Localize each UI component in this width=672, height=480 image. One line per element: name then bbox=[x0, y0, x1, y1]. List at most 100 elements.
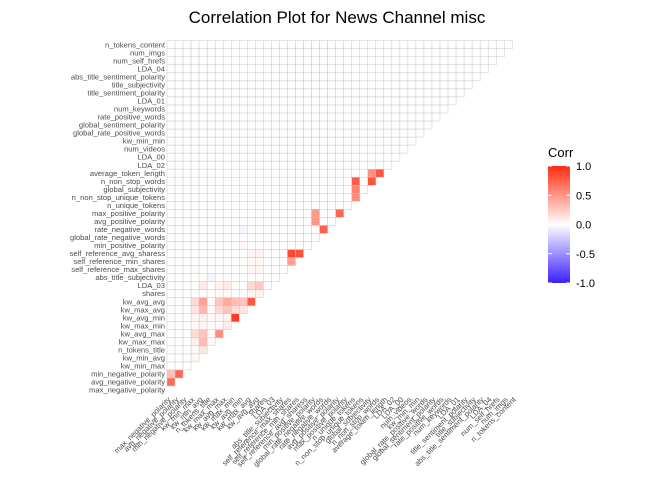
heatmap-cell bbox=[222, 104, 232, 114]
heatmap-cell bbox=[247, 257, 256, 266]
heatmap-grid bbox=[166, 40, 513, 387]
heatmap-cell bbox=[222, 80, 232, 90]
heatmap-cell bbox=[222, 152, 232, 162]
heatmap-cell bbox=[239, 120, 248, 130]
heatmap-cell bbox=[247, 120, 256, 130]
heatmap-cell bbox=[239, 168, 248, 178]
heatmap-cell bbox=[271, 160, 280, 170]
heatmap-cell bbox=[383, 144, 393, 154]
heatmap-cell bbox=[295, 72, 304, 82]
y-tick-label: abs_title_sentiment_polarity bbox=[71, 72, 165, 81]
heatmap-cell bbox=[407, 64, 417, 74]
heatmap-cell bbox=[247, 80, 256, 90]
heatmap-cell bbox=[351, 168, 360, 178]
y-axis-labels: max_negative_polarityavg_negative_polari… bbox=[70, 40, 166, 394]
heatmap-cell bbox=[399, 104, 409, 114]
heatmap-cell bbox=[263, 273, 272, 282]
heatmap-cell bbox=[222, 281, 232, 290]
heatmap-cell bbox=[255, 241, 264, 250]
heatmap-cell bbox=[182, 136, 192, 146]
heatmap-cell bbox=[423, 80, 433, 90]
heatmap-cell bbox=[174, 56, 184, 66]
y-tick-label: kw_avg_avg bbox=[123, 297, 165, 306]
heatmap-cell bbox=[247, 281, 256, 290]
heatmap-cell bbox=[271, 257, 280, 266]
heatmap-cell bbox=[431, 104, 441, 114]
heatmap-cell bbox=[367, 96, 377, 106]
heatmap-cell bbox=[359, 96, 369, 106]
heatmap-cell bbox=[174, 72, 184, 82]
heatmap-cell bbox=[343, 144, 352, 154]
heatmap-cell bbox=[303, 48, 312, 57]
heatmap-cell bbox=[166, 345, 176, 355]
y-tick-label: average_token_length bbox=[90, 169, 165, 178]
heatmap-cell bbox=[214, 104, 224, 114]
heatmap-cell bbox=[255, 104, 264, 114]
heatmap-cell bbox=[303, 209, 312, 218]
heatmap-cell bbox=[206, 64, 216, 74]
heatmap-cell bbox=[166, 160, 176, 170]
heatmap-cell bbox=[166, 168, 176, 178]
heatmap-cell bbox=[255, 265, 264, 274]
heatmap-cell bbox=[166, 144, 176, 154]
heatmap-cell bbox=[239, 112, 248, 122]
heatmap-cell bbox=[239, 201, 248, 210]
heatmap-cell bbox=[255, 136, 264, 146]
heatmap-cell bbox=[174, 353, 184, 363]
heatmap-cell bbox=[182, 265, 192, 274]
heatmap-cell bbox=[190, 88, 200, 98]
heatmap-cell bbox=[359, 120, 369, 130]
heatmap-cell bbox=[222, 88, 232, 98]
heatmap-cell bbox=[198, 321, 208, 331]
heatmap-cell bbox=[463, 56, 473, 66]
heatmap-cell bbox=[222, 144, 232, 154]
heatmap-cell bbox=[214, 152, 224, 162]
heatmap-cell bbox=[303, 176, 312, 186]
heatmap-cell bbox=[206, 112, 216, 122]
heatmap-cell bbox=[190, 104, 200, 114]
heatmap-cell bbox=[222, 128, 232, 138]
heatmap-cell bbox=[214, 249, 224, 258]
heatmap-cell bbox=[359, 104, 369, 114]
heatmap-cell bbox=[295, 136, 304, 146]
heatmap-cell bbox=[311, 201, 320, 210]
heatmap-cell bbox=[407, 40, 417, 49]
heatmap-cell bbox=[166, 233, 176, 242]
heatmap-cell bbox=[206, 80, 216, 90]
heatmap-cell bbox=[367, 56, 377, 66]
heatmap-cell bbox=[222, 241, 232, 250]
heatmap-cell bbox=[431, 64, 441, 74]
heatmap-cell bbox=[415, 112, 425, 122]
heatmap-cell bbox=[247, 289, 256, 298]
heatmap-cell bbox=[271, 201, 280, 210]
heatmap-cell bbox=[206, 168, 216, 178]
heatmap-cell bbox=[166, 321, 176, 331]
heatmap-cell bbox=[239, 136, 248, 146]
heatmap-cell bbox=[174, 273, 184, 282]
heatmap-cell bbox=[343, 72, 352, 82]
heatmap-cell bbox=[174, 193, 184, 202]
heatmap-cell bbox=[343, 120, 352, 130]
heatmap-cell bbox=[391, 72, 401, 82]
heatmap-cell bbox=[214, 64, 224, 74]
heatmap-cell bbox=[375, 112, 385, 122]
heatmap-cell bbox=[471, 56, 481, 66]
heatmap-cell bbox=[239, 144, 248, 154]
heatmap-cell bbox=[311, 112, 320, 122]
y-tick-label: avg_positive_polarity bbox=[94, 217, 165, 226]
legend-ticks: 1.0 0.5 0.0 -0.5 -1.0 bbox=[548, 161, 595, 290]
heatmap-cell bbox=[206, 184, 216, 194]
heatmap-cell bbox=[166, 249, 176, 258]
heatmap-cell bbox=[182, 217, 192, 226]
heatmap-cell bbox=[303, 241, 312, 250]
heatmap-cell bbox=[375, 88, 385, 98]
heatmap-cell bbox=[198, 152, 208, 162]
heatmap-cell bbox=[311, 72, 320, 82]
heatmap-cell bbox=[255, 184, 264, 194]
heatmap-cell bbox=[303, 120, 312, 130]
heatmap-cell bbox=[190, 201, 200, 210]
heatmap-cell bbox=[190, 225, 200, 234]
heatmap-cell bbox=[287, 193, 296, 202]
heatmap-cell bbox=[367, 128, 377, 138]
